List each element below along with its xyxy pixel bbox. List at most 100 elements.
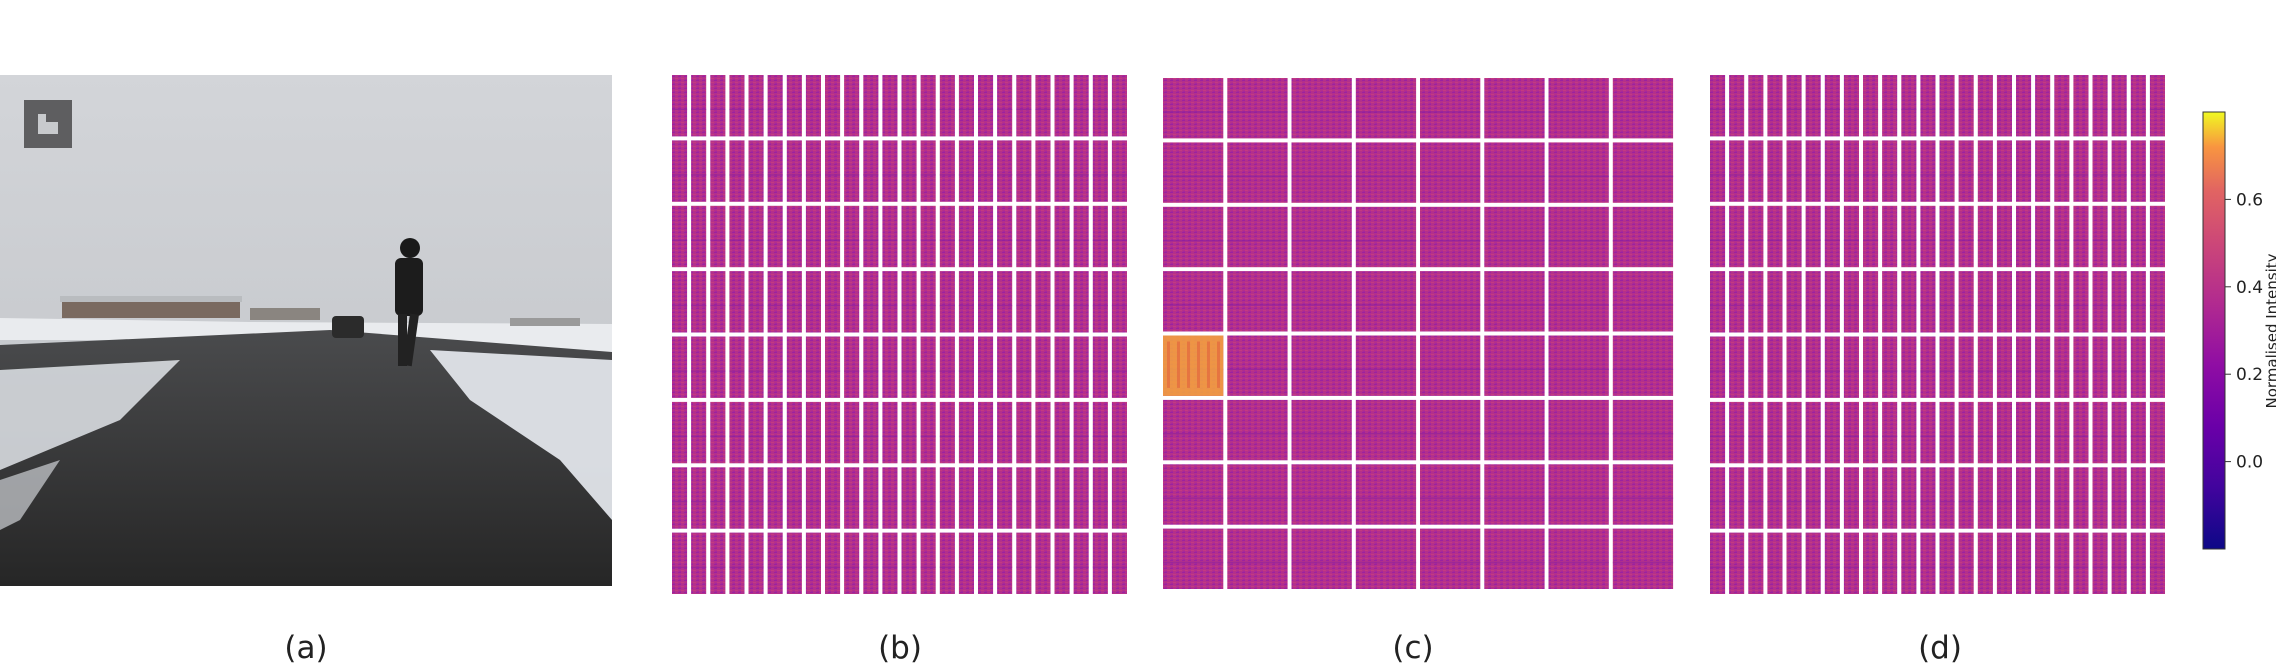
grid-cell bbox=[2092, 75, 2108, 137]
grid-cell bbox=[978, 401, 994, 464]
grid-cell bbox=[1843, 532, 1859, 594]
grid-cell bbox=[1958, 467, 1974, 529]
grid-cell bbox=[2016, 140, 2032, 202]
grid-cell bbox=[1863, 140, 1879, 202]
grid-cell bbox=[729, 205, 745, 268]
grid-cell bbox=[729, 532, 745, 594]
grid-cell bbox=[1920, 532, 1936, 594]
grid-cell bbox=[729, 271, 745, 333]
grid-cell bbox=[1111, 336, 1127, 398]
grid-cell bbox=[825, 140, 841, 202]
grid-cell bbox=[939, 205, 955, 268]
grid-cell bbox=[2149, 467, 2165, 529]
grid-cell bbox=[1901, 271, 1917, 333]
grid-cell bbox=[939, 140, 955, 202]
grid-cell bbox=[1824, 205, 1840, 268]
grid-cell bbox=[1729, 401, 1745, 464]
grid-cell bbox=[1073, 75, 1089, 137]
grid-cell bbox=[997, 336, 1013, 398]
grid-cell bbox=[1227, 335, 1288, 396]
grid-cell bbox=[2054, 140, 2070, 202]
grid-cell bbox=[1882, 401, 1898, 464]
grid-cell bbox=[2073, 75, 2089, 137]
grid-cell bbox=[1786, 205, 1802, 268]
grid-cell bbox=[1767, 467, 1783, 529]
grid-cell bbox=[2054, 205, 2070, 268]
grid-cell bbox=[1958, 140, 1974, 202]
grid-cell bbox=[710, 75, 726, 137]
grid-cell bbox=[2111, 467, 2127, 529]
grid-cell bbox=[786, 205, 802, 268]
grid-cell bbox=[920, 140, 936, 202]
grid-cell bbox=[1420, 78, 1481, 139]
grid-cell bbox=[1092, 271, 1108, 333]
grid-cell bbox=[958, 140, 974, 202]
grid-cell bbox=[2092, 336, 2108, 398]
grid-cell bbox=[1710, 532, 1726, 594]
grid-cell bbox=[1612, 335, 1674, 396]
grid-cell bbox=[2073, 205, 2089, 268]
grid-cell bbox=[1710, 401, 1726, 464]
grid-cell bbox=[978, 336, 994, 398]
grid-cell bbox=[1920, 401, 1936, 464]
grid-cell bbox=[1291, 399, 1352, 461]
grid-cell bbox=[1291, 142, 1352, 203]
grid-cell bbox=[939, 401, 955, 464]
grid-cell bbox=[1729, 336, 1745, 398]
grid-cell bbox=[1767, 336, 1783, 398]
grid-cell bbox=[2130, 401, 2146, 464]
grid-cell bbox=[1748, 205, 1764, 268]
grid-cell bbox=[1882, 140, 1898, 202]
grid-cell bbox=[672, 532, 688, 594]
grid-cell bbox=[2016, 75, 2032, 137]
grid-cell bbox=[1939, 401, 1955, 464]
grid-cell bbox=[1016, 532, 1032, 594]
grid-cell bbox=[767, 336, 783, 398]
grid-cell bbox=[1016, 271, 1032, 333]
colorbar: 0.6 0.4 0.2 0.0 Normalised Intensity bbox=[2202, 111, 2276, 550]
grid-cell bbox=[1054, 75, 1070, 137]
grid-cell bbox=[1824, 75, 1840, 137]
grid-cell bbox=[1355, 335, 1417, 396]
grid-cell bbox=[1786, 467, 1802, 529]
grid-cell bbox=[1748, 75, 1764, 137]
grid-cell bbox=[691, 205, 707, 268]
grid-cell bbox=[672, 271, 688, 333]
grid-cell bbox=[1729, 205, 1745, 268]
grid-cell bbox=[691, 532, 707, 594]
grid-cell bbox=[1612, 142, 1674, 203]
grid-cell bbox=[748, 336, 764, 398]
grid-cell bbox=[901, 401, 917, 464]
grid-cell bbox=[863, 532, 879, 594]
grid-cell bbox=[1977, 140, 1993, 202]
grid-cell bbox=[863, 336, 879, 398]
grid-cell bbox=[1073, 205, 1089, 268]
grid-cell bbox=[1073, 532, 1089, 594]
grid-cell bbox=[2149, 140, 2165, 202]
grid-cell bbox=[805, 467, 821, 529]
grid-cell bbox=[1291, 335, 1352, 396]
caption-d: (d) bbox=[1918, 630, 1962, 666]
grid-cell bbox=[1939, 205, 1955, 268]
grid-cell bbox=[1748, 140, 1764, 202]
grid-cell bbox=[2035, 532, 2051, 594]
grid-cell bbox=[1484, 142, 1545, 203]
grid-cell bbox=[1729, 75, 1745, 137]
grid-cell bbox=[748, 532, 764, 594]
grid-cell bbox=[1548, 335, 1609, 396]
grid-cell bbox=[1901, 140, 1917, 202]
colorbar-tick-label: 0.0 bbox=[2236, 453, 2263, 473]
grid-cell bbox=[1863, 75, 1879, 137]
grid-cell bbox=[1901, 336, 1917, 398]
grid-cell bbox=[1977, 271, 1993, 333]
grid-cell bbox=[1710, 140, 1726, 202]
grid-cell bbox=[1710, 467, 1726, 529]
grid-cell bbox=[1882, 75, 1898, 137]
grid-cell bbox=[1111, 205, 1127, 268]
grid-cell bbox=[1977, 532, 1993, 594]
grid-cell bbox=[1805, 140, 1821, 202]
grid-cell bbox=[786, 532, 802, 594]
grid-cell bbox=[1054, 271, 1070, 333]
grid-cell bbox=[920, 401, 936, 464]
grid-cell bbox=[1939, 75, 1955, 137]
